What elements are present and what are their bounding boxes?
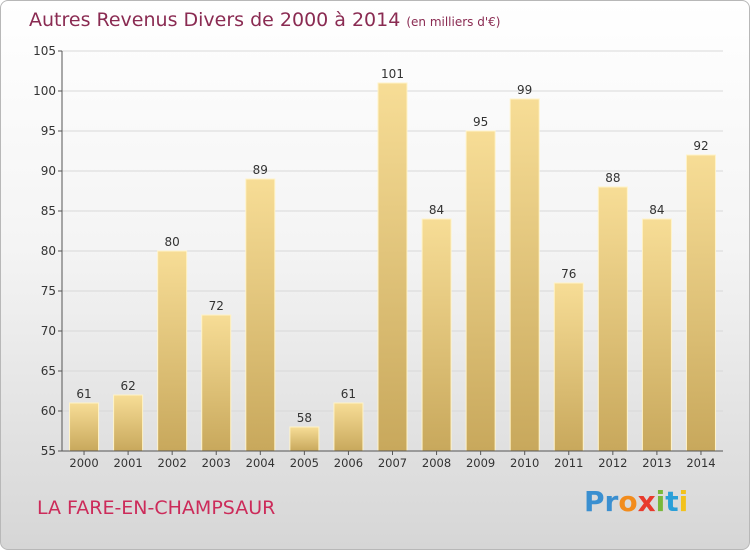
x-tick-label: 2004: [246, 456, 275, 470]
chart-subtitle: (en milliers d'€): [406, 15, 501, 29]
y-tick-label: 100: [33, 84, 56, 98]
logo-letter: i: [655, 485, 666, 518]
data-label: 89: [253, 163, 268, 177]
y-tick-label: 95: [41, 124, 56, 138]
y-tick-label: 60: [41, 404, 56, 418]
axes: 55 60 65 70 75 80 85 90 95 100 105 2000 2001 2002 2003…: [33, 44, 723, 470]
bar: [597, 186, 628, 452]
x-tick-label: 2008: [422, 456, 451, 470]
y-tick-label: 105: [33, 44, 56, 58]
data-label: 92: [693, 139, 708, 153]
data-label: 80: [165, 235, 180, 249]
data-label: 84: [429, 203, 444, 217]
data-label: 88: [605, 171, 620, 185]
y-tick-label: 65: [41, 364, 56, 378]
bar: [465, 130, 496, 452]
bar: [69, 402, 100, 452]
logo-letter: r: [604, 485, 619, 518]
y-tick-label: 55: [41, 444, 56, 458]
bar: [641, 218, 672, 452]
data-label: 84: [649, 203, 664, 217]
bar: [333, 402, 364, 452]
data-label: 95: [473, 115, 488, 129]
x-tick-label: 2006: [334, 456, 363, 470]
x-tick-label: 2005: [290, 456, 319, 470]
x-tick-label: 2012: [598, 456, 627, 470]
logo-letter: i: [678, 485, 689, 518]
chart-title: Autres Revenus Divers de 2000 à 2014 (en …: [29, 9, 500, 31]
data-label: 72: [209, 299, 224, 313]
bar: [113, 394, 144, 452]
y-tick-label: 85: [41, 204, 56, 218]
bar: [201, 314, 232, 452]
logo-letter: x: [637, 485, 656, 518]
y-tick-label: 70: [41, 324, 56, 338]
logo-letter: t: [665, 485, 679, 518]
logo-letter: P: [584, 485, 605, 518]
x-tick-label: 2011: [554, 456, 583, 470]
chart-title-text: Autres Revenus Divers de 2000 à 2014: [29, 9, 401, 31]
data-label: 62: [120, 379, 135, 393]
data-label: 101: [381, 67, 404, 81]
logo-letter: o: [618, 485, 638, 518]
proxiti-logo[interactable]: Proxiti: [584, 485, 688, 518]
bars: 61 62 80 72 89 58 61 101 84 95 99 76 88 84 92: [69, 67, 716, 452]
data-label: 58: [297, 411, 312, 425]
bar: [509, 98, 540, 452]
bar: [553, 282, 584, 452]
data-label: 99: [517, 83, 532, 97]
bar: [157, 250, 188, 452]
place-name: LA FARE-EN-CHAMPSAUR: [37, 497, 276, 519]
x-tick-label: 2010: [510, 456, 539, 470]
x-tick-label: 2013: [642, 456, 671, 470]
data-label: 61: [76, 387, 91, 401]
bar: [245, 178, 276, 452]
y-tick-label: 75: [41, 284, 56, 298]
x-tick-label: 2014: [686, 456, 715, 470]
bar: [377, 82, 408, 452]
x-tick-label: 2000: [69, 456, 98, 470]
x-tick-label: 2002: [158, 456, 187, 470]
bar: [289, 426, 320, 452]
y-tick-label: 90: [41, 164, 56, 178]
x-tick-label: 2001: [113, 456, 142, 470]
x-tick-label: 2009: [466, 456, 495, 470]
data-label: 61: [341, 387, 356, 401]
data-label: 76: [561, 267, 576, 281]
bar: [421, 218, 452, 452]
x-tick-label: 2007: [378, 456, 407, 470]
y-tick-label: 80: [41, 244, 56, 258]
bar: [685, 154, 716, 452]
x-tick-label: 2003: [202, 456, 231, 470]
